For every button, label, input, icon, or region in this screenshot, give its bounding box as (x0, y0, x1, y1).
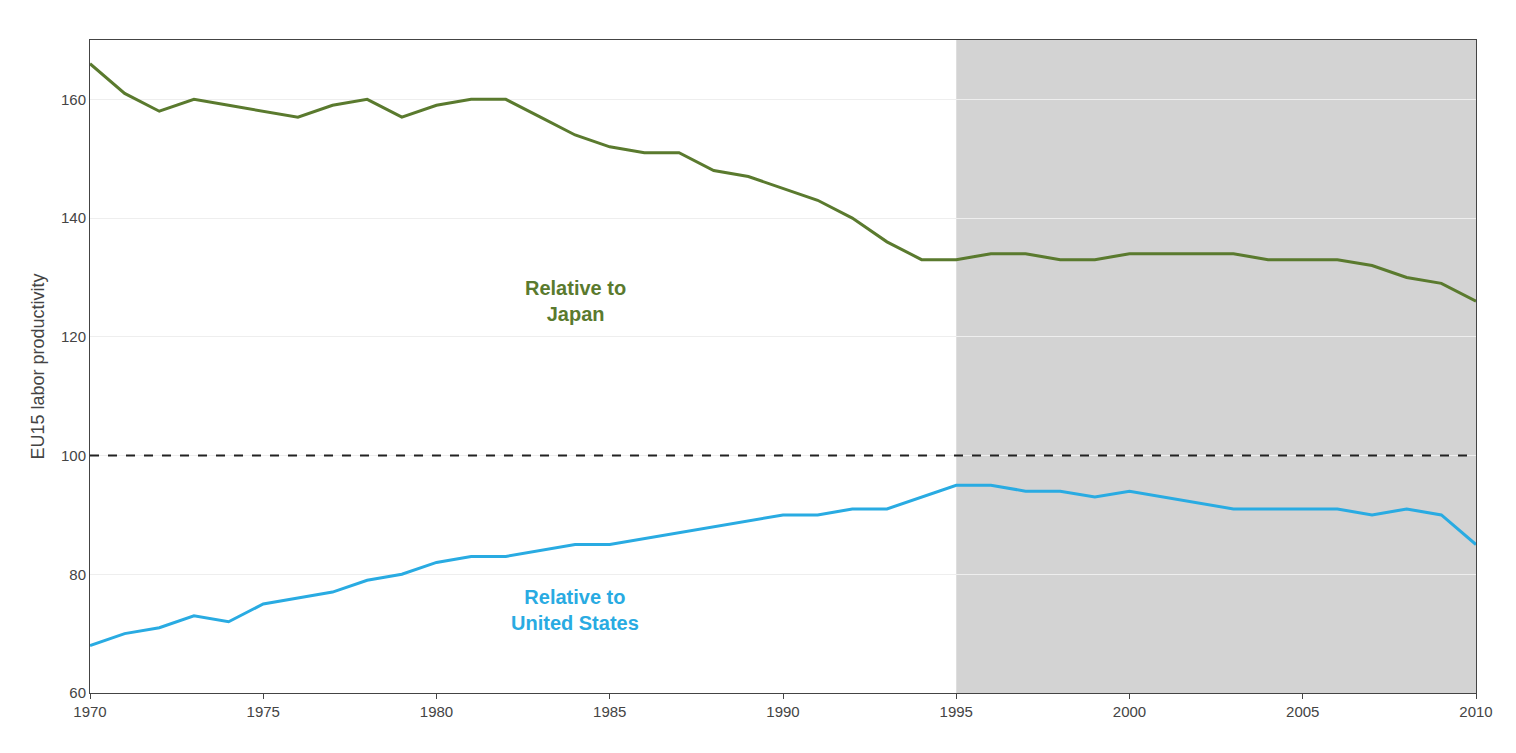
svg-text:1985: 1985 (593, 703, 626, 720)
svg-text:1995: 1995 (940, 703, 973, 720)
svg-text:Relative toUnited States: Relative toUnited States (511, 586, 639, 634)
svg-text:EU15 labor productivity: EU15 labor productivity (28, 273, 48, 459)
svg-text:160: 160 (61, 91, 86, 108)
svg-text:120: 120 (61, 328, 86, 345)
svg-text:140: 140 (61, 209, 86, 226)
svg-text:2010: 2010 (1459, 703, 1492, 720)
svg-text:1990: 1990 (766, 703, 799, 720)
svg-text:Relative toJapan: Relative toJapan (525, 277, 626, 325)
svg-text:1970: 1970 (73, 703, 106, 720)
svg-text:1975: 1975 (247, 703, 280, 720)
svg-text:2000: 2000 (1113, 703, 1146, 720)
svg-text:80: 80 (69, 566, 86, 583)
svg-text:100: 100 (61, 447, 86, 464)
svg-text:2005: 2005 (1286, 703, 1319, 720)
svg-text:60: 60 (69, 684, 86, 701)
svg-text:1980: 1980 (420, 703, 453, 720)
